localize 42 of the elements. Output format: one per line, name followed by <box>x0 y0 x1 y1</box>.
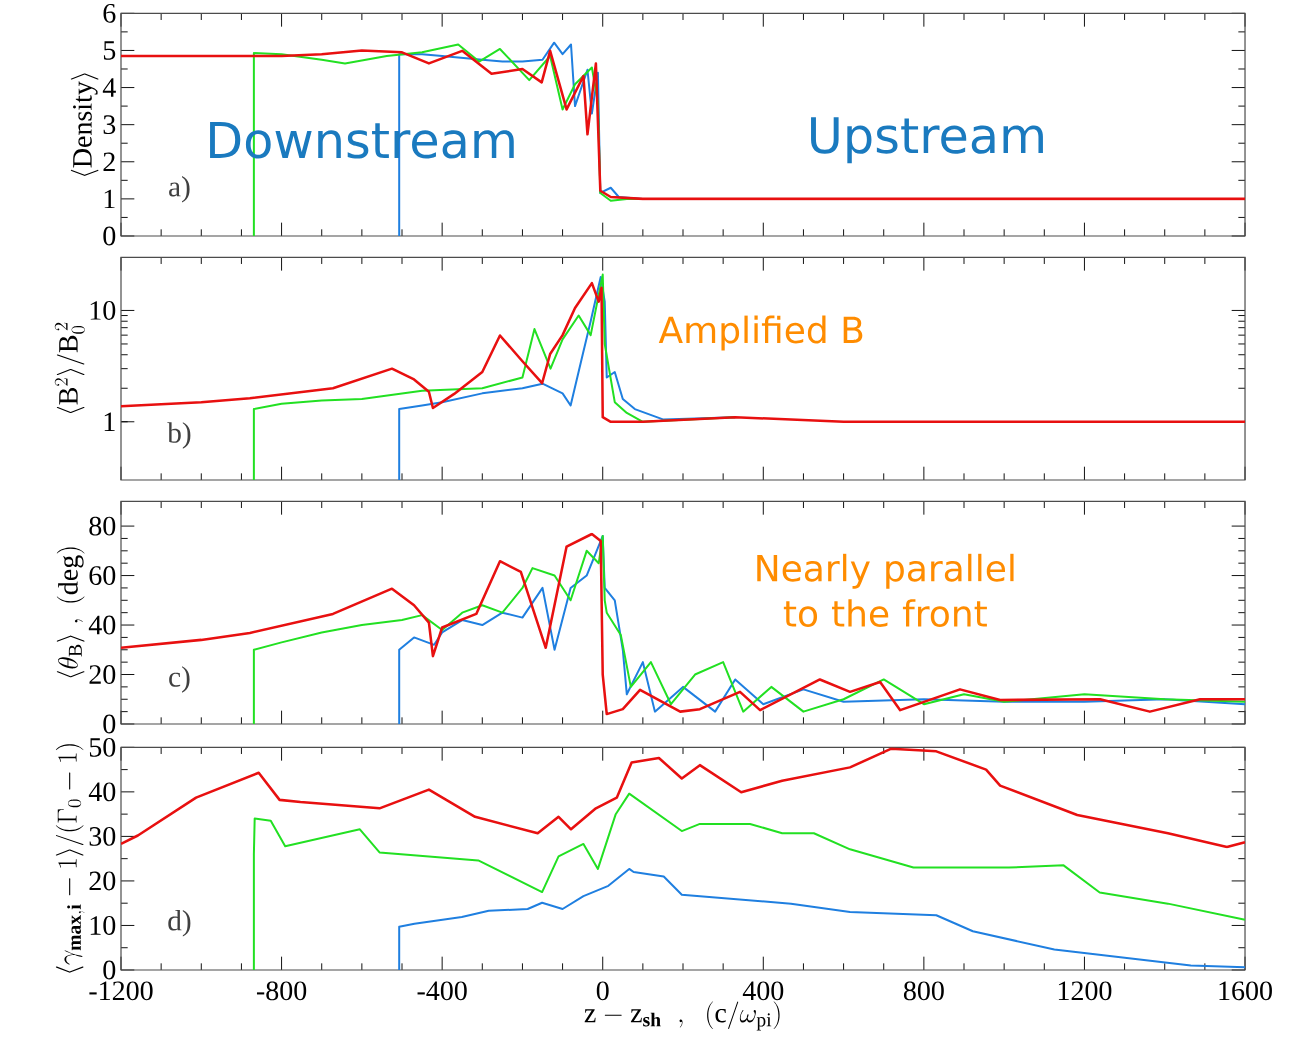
y-tick-label: 20 <box>89 871 116 891</box>
line-series <box>121 532 1246 716</box>
x-axis-title: $\mathrm{z} - \mathrm{z}_{\mathbf{sh}} \;\;,\;\; (\mathrm{c}/\omega_{\mathrm{pi}})$ <box>584 1001 780 1031</box>
annotation: c) <box>169 666 190 693</box>
x-tick-label: 800 <box>903 981 944 1001</box>
y-axis-title: $\langle \gamma_{\mathbf{max,i}} - 1 \rangle / (\Gamma_0 - 1)$ <box>55 744 85 973</box>
y-axis-title: $\langle \theta_{\mathrm{B}} \rangle \;,\; (\mathrm{deg})$ <box>56 547 85 678</box>
x-tick-label: 0 <box>596 981 609 1001</box>
y-tick-label: 10 <box>90 301 116 320</box>
y-tick-label: 0 <box>103 714 116 734</box>
x-tick-label: -400 <box>417 981 467 1001</box>
y-tick-label: 4 <box>102 78 116 97</box>
y-tick-label: 10 <box>90 916 116 935</box>
x-tick-label: 400 <box>742 981 784 1001</box>
y-tick-label: 6 <box>103 3 116 23</box>
x-tick-label: -1200 <box>89 981 153 1001</box>
annotation: Amplified B <box>658 315 863 351</box>
y-axis-title: $\langle \mathrm{Density} \rangle$ <box>70 73 99 176</box>
annotation: Upstream <box>811 117 1043 164</box>
y-tick-label: 0 <box>103 226 116 246</box>
y-tick-label: 1 <box>104 189 115 209</box>
annotation: d) <box>168 909 191 937</box>
y-tick-label: 50 <box>89 737 116 757</box>
y-tick-label: 2 <box>103 152 115 172</box>
y-tick-label: 40 <box>88 615 116 635</box>
x-tick-label: -800 <box>256 981 307 1001</box>
y-tick-label: 20 <box>89 665 116 684</box>
annotation: Nearly parallel to the front <box>757 553 1014 627</box>
y-tick-label: 30 <box>89 826 116 846</box>
y-tick-label: 80 <box>89 516 116 536</box>
annotation: a) <box>169 175 190 203</box>
y-tick-label: 3 <box>103 115 116 135</box>
y-tick-label: 60 <box>89 566 116 585</box>
x-tick-label: 1600 <box>1219 981 1272 1001</box>
y-axis-title: $\langle \mathrm{B}^2 \rangle / \mathrm{B}_0^{\,2}$ <box>54 322 85 414</box>
y-tick-label: 0 <box>103 960 116 980</box>
line-series <box>121 747 1246 849</box>
y-tick-label: 40 <box>88 782 116 802</box>
x-tick-label: 1200 <box>1058 981 1112 1001</box>
annotation: b) <box>167 422 191 449</box>
y-tick-label: 1 <box>104 412 115 432</box>
y-tick-label: 5 <box>103 41 116 60</box>
